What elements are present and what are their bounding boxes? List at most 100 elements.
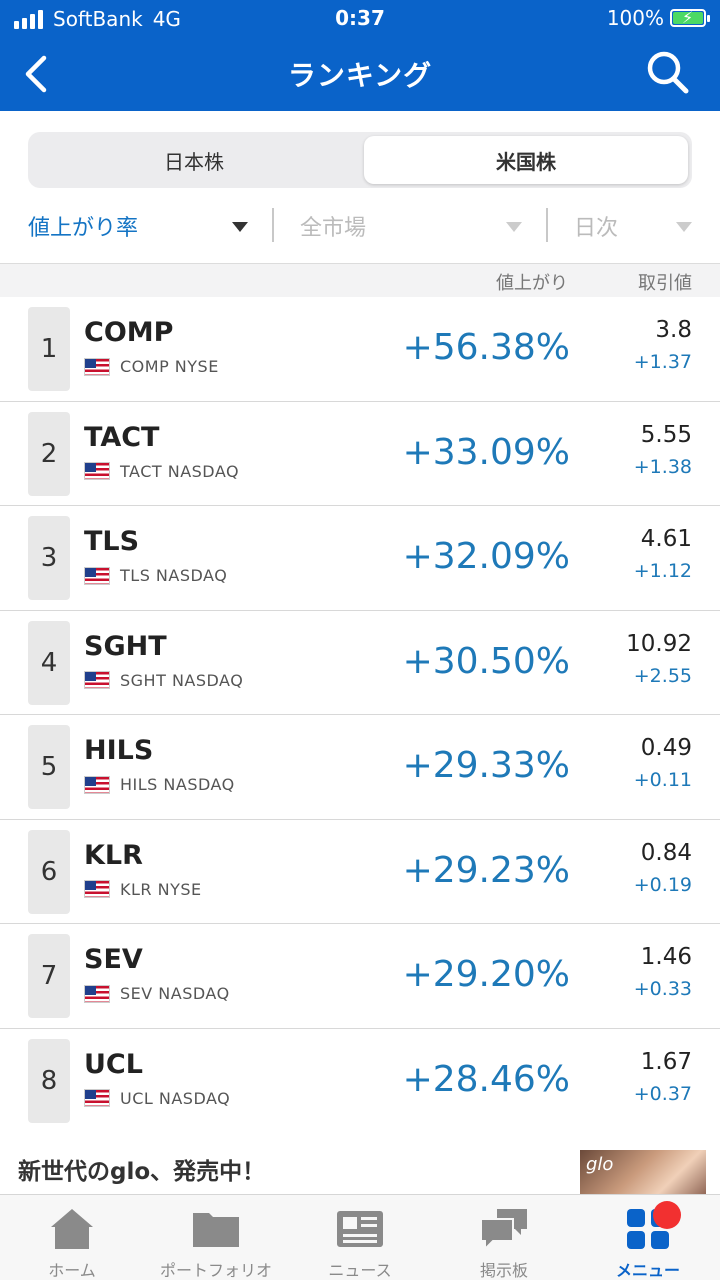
us-flag-icon (84, 984, 110, 1003)
price-value: 1.67 (640, 1048, 692, 1075)
status-left: SoftBank 4G (14, 7, 181, 31)
chevron-left-icon (25, 55, 47, 93)
nav-bar: ランキング (0, 36, 720, 111)
us-flag-icon (84, 357, 110, 376)
grid-menu-icon (623, 1201, 681, 1251)
divider (272, 208, 274, 242)
change-percent: +29.23% (402, 849, 570, 891)
table-header: 値上がり 取引値 (0, 263, 720, 297)
change-value: +0.19 (633, 873, 692, 896)
header-bar: SoftBank 4G 0:37 100% ⚡ ランキング (0, 0, 720, 111)
newspaper-icon (337, 1211, 383, 1247)
market-dropdown[interactable]: 全市場 (300, 206, 522, 246)
chat-bubbles-icon (480, 1209, 527, 1251)
ad-image[interactable]: glo (580, 1150, 706, 1198)
table-row[interactable]: 4 SGHT SGHT NASDAQ +30.50% 10.92 +2.55 (0, 610, 720, 715)
tab-label: ニュース (328, 1261, 392, 1280)
tab-label: ホーム (48, 1261, 96, 1280)
exchange-line: KLR NYSE (84, 880, 202, 899)
ranking-type-label: 値上がり率 (28, 216, 139, 241)
battery-percent: 100% (606, 6, 664, 30)
ticker-symbol: COMP (84, 317, 174, 348)
exchange-label: TACT NASDAQ (120, 461, 240, 481)
change-value: +1.38 (633, 455, 692, 478)
exchange-label: HILS NASDAQ (120, 775, 235, 794)
folder-icon (193, 1213, 239, 1247)
change-value: +1.12 (633, 560, 692, 582)
tab-news[interactable]: ニュース (288, 1195, 432, 1280)
tab-home[interactable]: ホーム (0, 1195, 144, 1280)
exchange-line: TLS NASDAQ (84, 566, 227, 585)
tab-us-stocks[interactable]: 米国株 (364, 136, 688, 184)
status-time: 0:37 (335, 6, 385, 30)
period-label: 日次 (574, 216, 619, 241)
rank-badge: 7 (28, 934, 70, 1018)
ad-image-logo: glo (586, 1154, 614, 1175)
tab-label: ポートフォリオ (159, 1261, 272, 1280)
exchange-label: UCL NASDAQ (120, 1088, 231, 1108)
tab-menu[interactable]: メニュー (576, 1195, 720, 1280)
change-percent: +33.09% (402, 431, 570, 473)
tab-portfolio[interactable]: ポートフォリオ (144, 1195, 288, 1280)
exchange-line: TACT NASDAQ (84, 462, 239, 481)
tab-japan-stocks[interactable]: 日本株 (164, 149, 224, 174)
rank-badge: 1 (28, 307, 70, 391)
us-flag-icon (84, 462, 110, 480)
price-column-header: 取引値 (638, 273, 692, 294)
table-row[interactable]: 6 KLR KLR NYSE +29.23% 0.84 +0.19 (0, 819, 720, 924)
price-value: 5.55 (640, 421, 692, 448)
exchange-line: HILS NASDAQ (84, 775, 235, 794)
search-button[interactable] (646, 50, 690, 96)
change-percent: +56.38% (402, 327, 570, 368)
price-value: 10.92 (626, 630, 692, 657)
status-bar: SoftBank 4G 0:37 100% ⚡ (0, 0, 720, 36)
divider (546, 208, 548, 242)
table-row[interactable]: 1 COMP COMP NYSE +56.38% 3.8 +1.37 (0, 297, 720, 402)
us-flag-icon (84, 1089, 110, 1107)
tab-label: 掲示板 (479, 1261, 528, 1280)
ad-banner[interactable]: 新世代のglo、発売中！ glo (0, 1132, 720, 1198)
change-percent: +29.33% (402, 745, 570, 786)
us-flag-icon (84, 671, 110, 689)
search-icon (647, 51, 689, 94)
table-row[interactable]: 7 SEV SEV NASDAQ +29.20% 1.46 +0.33 (0, 924, 720, 1029)
battery-icon: ⚡ (670, 8, 710, 27)
table-row[interactable]: 8 UCL UCL NASDAQ +28.46% 1.67 +0.37 (0, 1028, 720, 1133)
change-percent: +32.09% (402, 536, 570, 577)
signal-icon (14, 9, 43, 29)
filter-bar: 値上がり率 全市場 日次 (0, 200, 720, 250)
change-value: +0.11 (633, 769, 692, 791)
table-row[interactable]: 5 HILS HILS NASDAQ +29.33% 0.49 +0.11 (0, 715, 720, 820)
back-button[interactable] (18, 52, 58, 96)
table-row[interactable]: 2 TACT TACT NASDAQ +33.09% 5.55 +1.38 (0, 401, 720, 506)
exchange-line: SEV NASDAQ (84, 984, 230, 1003)
ranking-type-dropdown[interactable]: 値上がり率 (28, 206, 248, 246)
exchange-label: KLR NYSE (120, 879, 202, 899)
ranking-list: 1 COMP COMP NYSE +56.38% 3.8 +1.37 2 TAC… (0, 297, 720, 1133)
carrier-label: SoftBank (53, 7, 143, 31)
tab-board[interactable]: 掲示板 (432, 1195, 576, 1280)
us-flag-icon (84, 775, 110, 794)
change-value: +2.55 (633, 664, 692, 687)
bottom-tab-bar: ホーム ポートフォリオ ニュース 掲示板 (0, 1194, 720, 1280)
us-flag-icon (84, 880, 110, 898)
exchange-label: TLS NASDAQ (120, 566, 228, 585)
ticker-symbol: HILS (84, 735, 154, 766)
page-title: ランキング (287, 59, 433, 92)
network-label: 4G (152, 7, 181, 31)
us-flag-icon (84, 566, 110, 585)
ticker-symbol: UCL (84, 1048, 143, 1080)
ad-text: 新世代のglo、発売中！ (18, 1159, 266, 1185)
caret-down-icon (506, 222, 522, 232)
change-value: +0.33 (633, 978, 692, 1000)
ticker-symbol: KLR (84, 839, 143, 871)
rank-badge: 2 (28, 411, 70, 496)
exchange-line: COMP NYSE (84, 357, 219, 376)
ticker-symbol: SEV (84, 944, 143, 975)
period-dropdown[interactable]: 日次 (574, 206, 692, 246)
change-value: +1.37 (633, 351, 692, 373)
rank-badge: 5 (28, 725, 70, 809)
table-row[interactable]: 3 TLS TLS NASDAQ +32.09% 4.61 +1.12 (0, 506, 720, 611)
change-value: +0.37 (633, 1082, 692, 1105)
